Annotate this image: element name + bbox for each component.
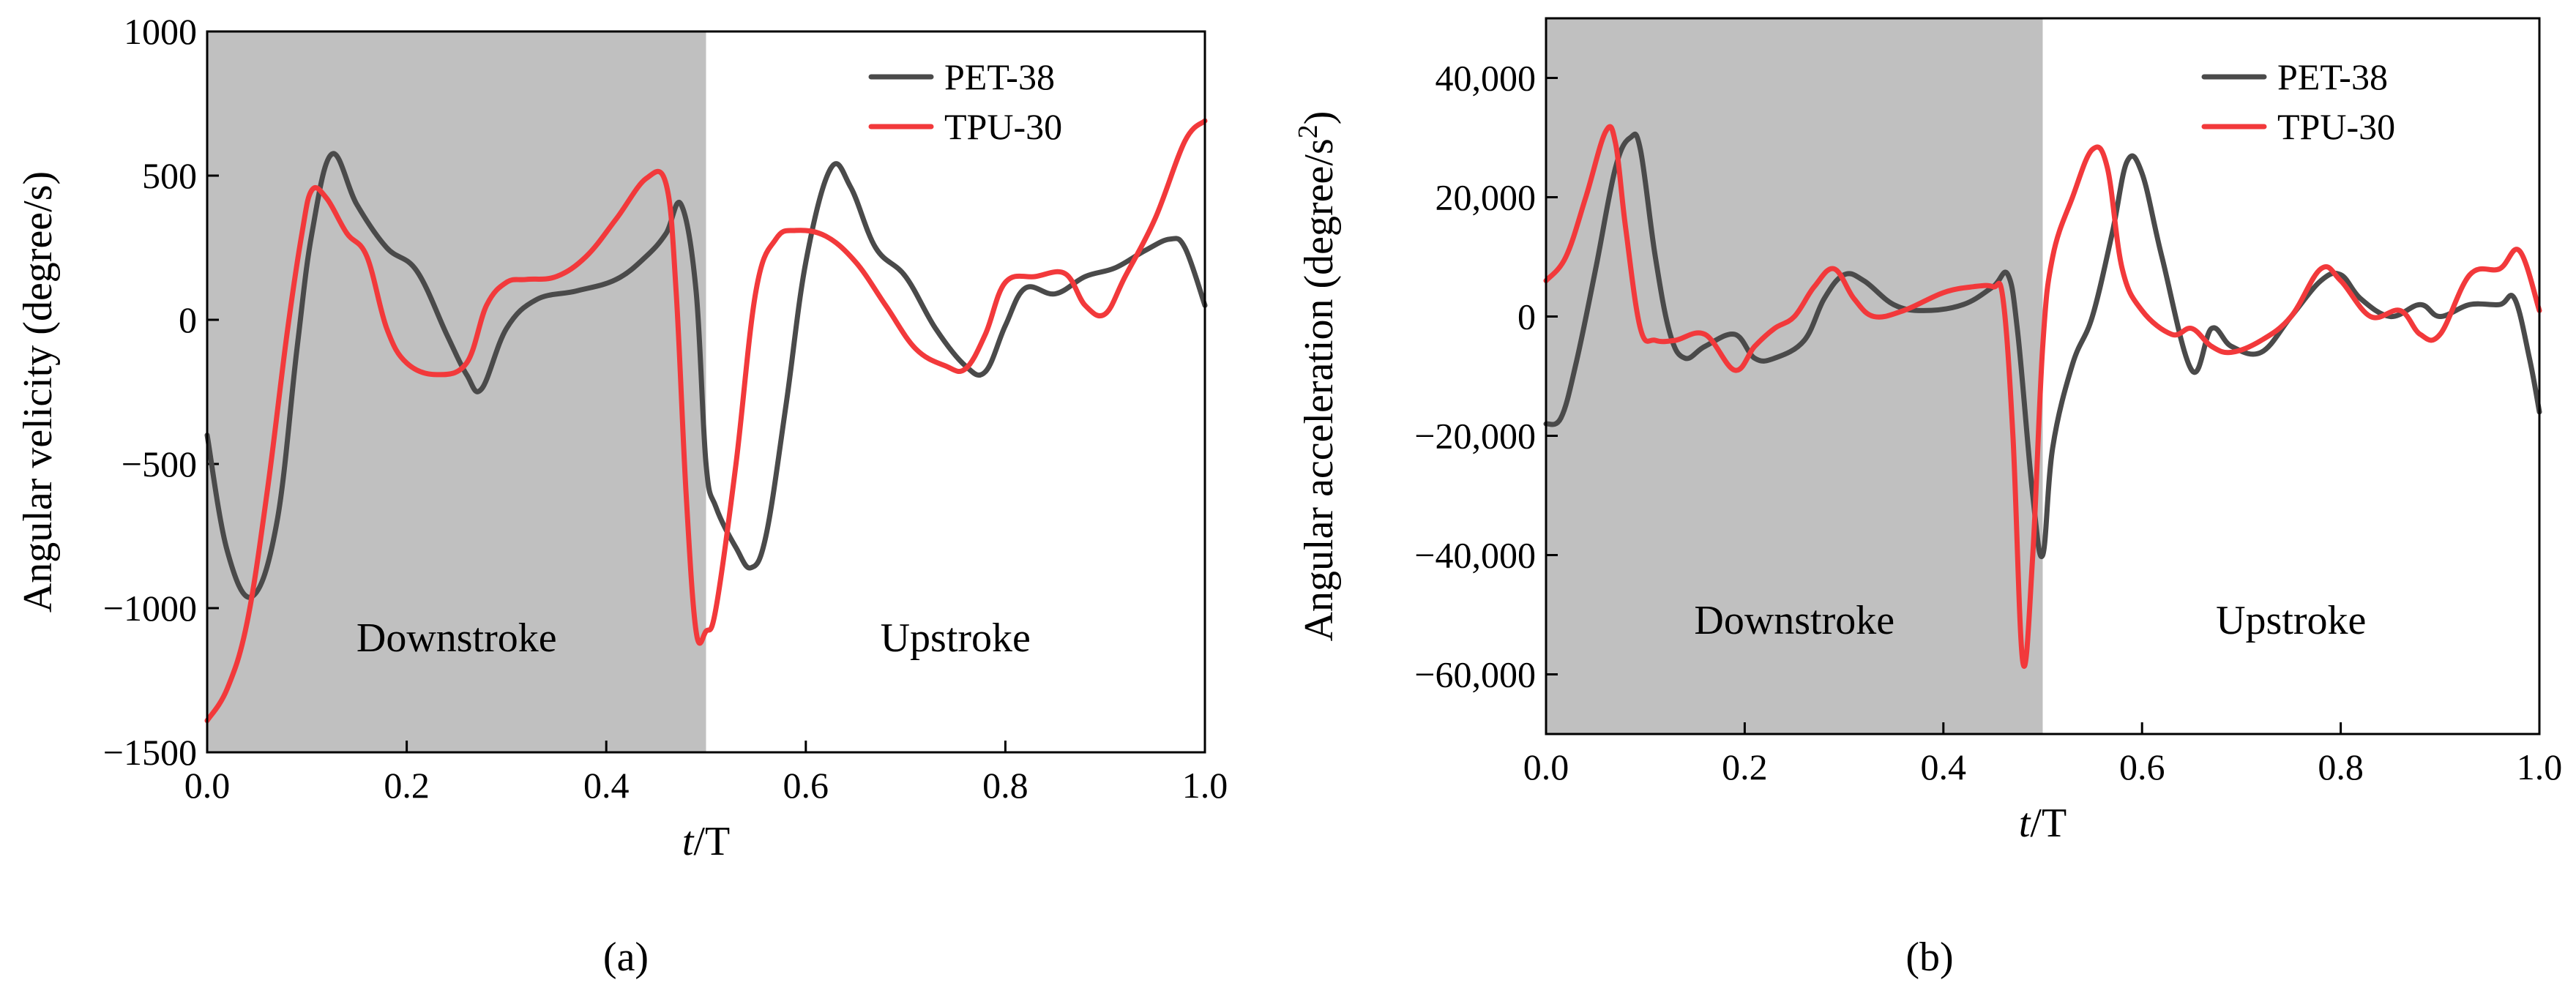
y-tick-label: −1500 xyxy=(103,732,197,773)
x-tick-label: 0.0 xyxy=(1523,746,1569,787)
y-tick-label: −1000 xyxy=(103,588,197,629)
x-tick-label: 0.4 xyxy=(1921,746,1967,787)
panel-label: (a) xyxy=(603,935,649,980)
panel-label: (b) xyxy=(1905,935,1953,980)
x-ticks: 0.0 0.2 0.4 0.6 0.8 1.0 xyxy=(1523,722,2563,787)
x-axis-title-rest: /T xyxy=(2030,801,2067,846)
legend-label-pet: PET-38 xyxy=(2277,56,2388,97)
y-tick-label: −40,000 xyxy=(1414,535,1536,576)
series-lines xyxy=(1543,124,2542,669)
y-tick-label: 500 xyxy=(142,155,197,196)
y-tick-label: 40,000 xyxy=(1436,58,1537,99)
downstroke-label: Downstroke xyxy=(1694,598,1894,643)
x-tick-label: 0.0 xyxy=(184,765,231,806)
legend: PET-38 TPU-30 xyxy=(868,56,1062,147)
y-axis-title-sup: 2 xyxy=(1293,124,1324,138)
series-line-tpu xyxy=(204,118,1208,724)
y-tick-label: 1000 xyxy=(124,11,197,52)
x-axis-title: t/T xyxy=(682,819,730,864)
x-tick-label: 0.4 xyxy=(583,765,630,806)
y-axis-title: Angular acceleration (degree/s2) xyxy=(1293,111,1342,642)
y-tick-label: 0 xyxy=(179,299,197,340)
y-ticks: −60,000 −40,000 −20,000 0 20,000 40,000 xyxy=(1414,58,1558,695)
panel-a: 0.0 0.2 0.4 0.6 0.8 1.0 −1500 −1000 −500 0 500 100… xyxy=(15,11,1228,980)
x-axis-title-t: t xyxy=(2019,801,2031,846)
y-tick-label: −60,000 xyxy=(1414,654,1536,695)
y-axis-title-close: ) xyxy=(1296,111,1342,125)
series-line-pet xyxy=(204,151,1208,600)
legend-label-tpu: TPU-30 xyxy=(944,106,1062,147)
upstroke-label: Upstroke xyxy=(2216,598,2366,643)
y-tick-label: −20,000 xyxy=(1414,416,1536,457)
x-tick-label: 0.8 xyxy=(2318,746,2364,787)
plot-frame xyxy=(1545,17,2541,735)
x-tick-label: 1.0 xyxy=(1182,765,1228,806)
y-tick-label: −500 xyxy=(122,443,197,484)
x-tick-label: 0.2 xyxy=(384,765,430,806)
downstroke-label: Downstroke xyxy=(356,615,557,661)
legend-label-pet: PET-38 xyxy=(944,56,1055,97)
series-lines xyxy=(204,118,1208,724)
x-ticks: 0.0 0.2 0.4 0.6 0.8 1.0 xyxy=(184,741,1228,806)
x-tick-label: 0.6 xyxy=(2119,746,2165,787)
x-axis-title-rest: /T xyxy=(693,819,730,864)
x-tick-label: 0.8 xyxy=(982,765,1028,806)
x-tick-label: 0.2 xyxy=(1722,746,1768,787)
y-axis-title-main: Angular acceleration (degree/s xyxy=(1296,138,1342,641)
upstroke-label: Upstroke xyxy=(881,615,1031,661)
series-line-tpu xyxy=(1543,124,2542,669)
plot-frame xyxy=(206,30,1206,754)
y-tick-label: 20,000 xyxy=(1436,177,1537,218)
x-axis-title-t: t xyxy=(682,819,695,864)
legend: PET-38 TPU-30 xyxy=(2201,56,2395,147)
y-axis-title: Angular velicity (degree/s) xyxy=(15,171,61,613)
panel-b: 0.0 0.2 0.4 0.6 0.8 1.0 −60,000 −40,000 −20,000… xyxy=(1293,17,2563,980)
y-tick-label: 0 xyxy=(1517,296,1536,337)
y-ticks: −1500 −1000 −500 0 500 1000 xyxy=(103,11,219,773)
x-tick-label: 0.6 xyxy=(783,765,829,806)
x-tick-label: 1.0 xyxy=(2517,746,2563,787)
legend-label-tpu: TPU-30 xyxy=(2277,106,2395,147)
x-axis-title: t/T xyxy=(2019,801,2067,846)
